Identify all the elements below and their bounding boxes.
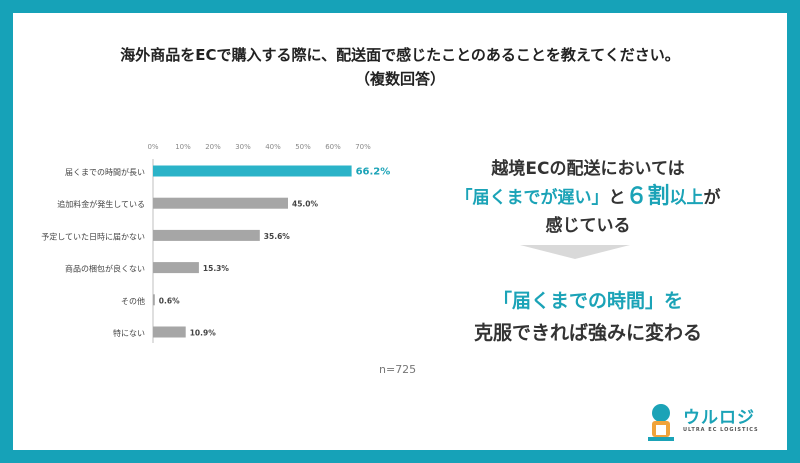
x-tick-label: 10% [175, 143, 191, 151]
message-line-3: 感じている [545, 216, 631, 236]
bar [153, 326, 186, 338]
message-above: 以上 [669, 188, 704, 208]
logo-name: ウルロジ [683, 408, 755, 428]
x-tick-label: 20% [205, 143, 221, 151]
mascot-icon [648, 404, 674, 441]
x-tick-label: 30% [235, 143, 251, 151]
message-ga: が [703, 188, 721, 208]
message-line-5: 克服できれば強みに変わる [473, 322, 702, 344]
title-line-1: 海外商品をECで購入する際に、配送面で感じたことのあることを教えてください。 [120, 46, 680, 64]
x-tick-label: 70% [355, 143, 371, 151]
bar [153, 262, 199, 274]
value-label: 45.0% [292, 200, 319, 209]
x-tick-label: 0% [147, 143, 158, 151]
bar [153, 294, 155, 306]
bar [153, 197, 288, 209]
bar [153, 165, 352, 177]
value-label: 35.6% [264, 232, 291, 241]
value-label: 66.2% [356, 167, 391, 178]
conclusion-message: 「届くまでの時間」を 克服できれば強みに変わる [443, 285, 733, 349]
value-label: 15.3% [203, 264, 230, 273]
category-label: 予定していた日時に届かない [41, 231, 145, 241]
value-label: 0.6% [159, 296, 180, 305]
message-quote: 「届くまでが遅い」 [455, 188, 609, 208]
company-logo: ウルロジ ULTRA EC LOGISTICS [643, 401, 773, 443]
message-to: と [608, 188, 626, 208]
bar [153, 229, 260, 241]
down-arrow-icon [520, 245, 630, 259]
value-label: 10.9% [190, 329, 217, 338]
title-line-2: （複数回答） [354, 70, 445, 88]
x-tick-label: 60% [325, 143, 341, 151]
message-line-4: 「届くまでの時間」を [492, 290, 683, 312]
category-label: 商品の梱包が良くない [65, 264, 145, 274]
slide-panel: 海外商品をECで購入する際に、配送面で感じたことのあることを教えてください。 （… [13, 13, 787, 450]
message-line-2: 「届くまでが遅い」と６割以上が [443, 183, 733, 212]
page-title: 海外商品をECで購入する際に、配送面で感じたことのあることを教えてください。 （… [13, 43, 787, 91]
category-label: その他 [121, 296, 145, 306]
message-percent: ６割 [625, 184, 670, 209]
logo-tagline: ULTRA EC LOGISTICS [683, 427, 759, 433]
category-label: 追加料金が発生している [57, 199, 145, 209]
category-label: 届くまでの時間が長い [65, 167, 145, 177]
category-label: 特にない [113, 328, 145, 338]
x-tick-label: 50% [295, 143, 311, 151]
sample-size-label: n=725 [379, 363, 417, 376]
finding-message: 越境ECの配送においては 「届くまでが遅い」と６割以上が 感じている [443, 155, 733, 240]
message-line-1: 越境ECの配送においては [491, 159, 685, 179]
x-tick-label: 40% [265, 143, 281, 151]
bar-chart: 0% 10% 20% 30% 40% 50% 60% 70% 届くまでの時間が長い 66.2% 追加… [41, 143, 391, 343]
